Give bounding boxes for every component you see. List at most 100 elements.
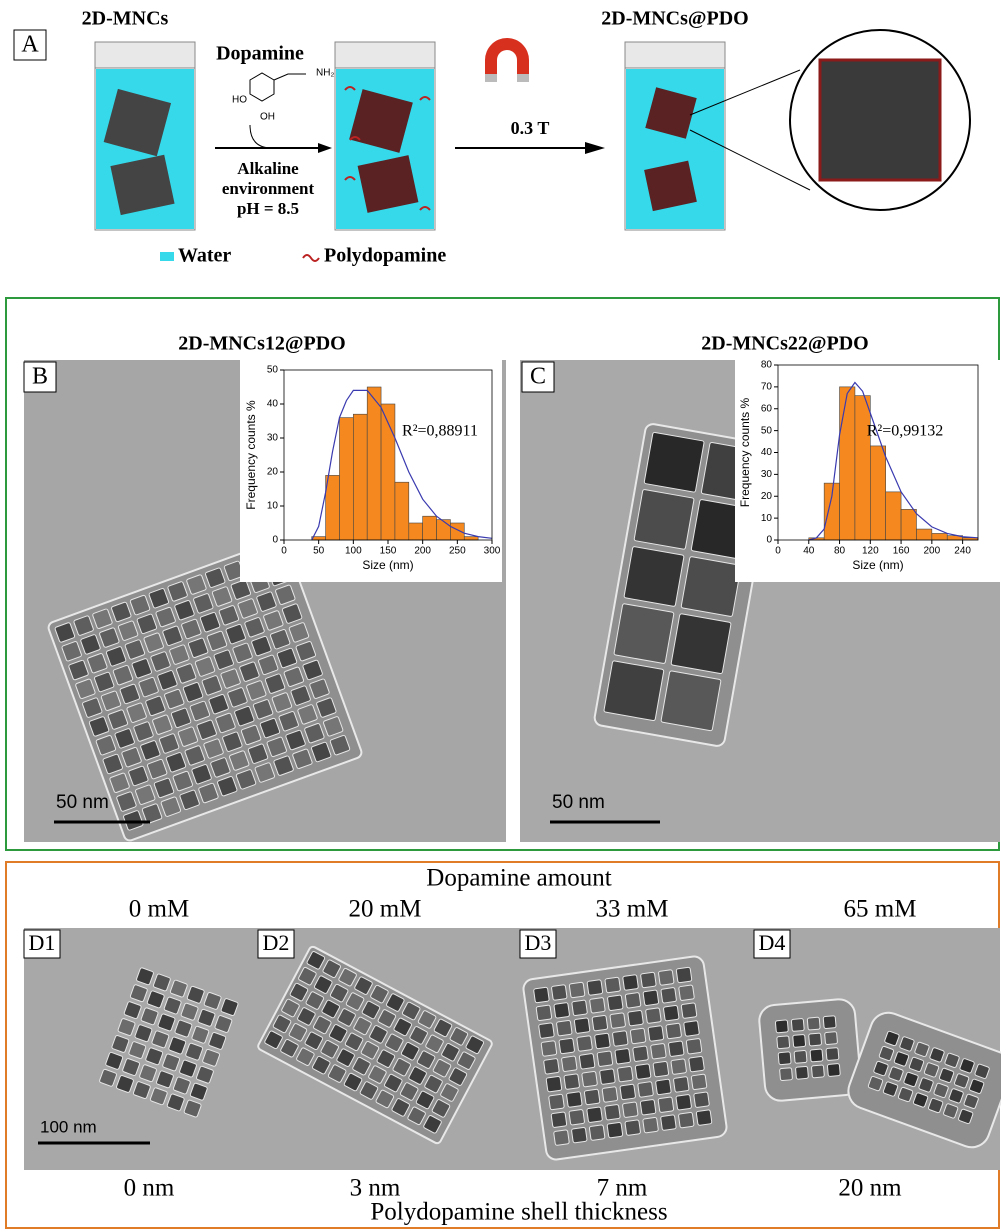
bar — [395, 482, 409, 540]
particle — [623, 975, 639, 991]
thickness: 0 nm — [124, 1175, 175, 1202]
bar — [855, 396, 870, 540]
particle — [569, 982, 585, 998]
particle — [643, 990, 659, 1006]
particle — [634, 489, 694, 549]
field: 0.3 T — [511, 118, 550, 138]
particle — [653, 1061, 669, 1077]
particle — [676, 1094, 692, 1110]
particle — [587, 1107, 603, 1123]
y-tick-label: 50 — [267, 365, 279, 376]
y-axis-label: Frequency counts % — [738, 397, 752, 507]
figure: A 2D-MNCs Dopamine NH₂ HO OH Alkaline en… — [0, 0, 1001, 1229]
x-tick-label: 100 — [345, 546, 362, 557]
panel-label: D2 — [263, 930, 290, 955]
thickness: 7 nm — [597, 1175, 648, 1202]
particle — [615, 1048, 631, 1064]
legend-swatch — [160, 252, 174, 261]
particle — [778, 1052, 791, 1065]
bar — [901, 509, 916, 540]
particle — [630, 1028, 646, 1044]
particle — [671, 614, 731, 674]
scale-label: 100 nm — [40, 1117, 97, 1136]
particle — [661, 671, 721, 731]
condition: environment — [222, 179, 315, 198]
particle — [559, 1038, 575, 1054]
panel-label: D3 — [525, 930, 552, 955]
particle — [544, 1058, 560, 1074]
x-tick-label: 120 — [862, 546, 879, 557]
particle — [694, 1092, 710, 1108]
particle — [617, 1066, 633, 1082]
bar — [367, 387, 381, 540]
particle — [645, 1008, 661, 1024]
particle — [827, 1063, 840, 1076]
legend-label: Water — [178, 245, 231, 267]
x-tick-label: 200 — [414, 546, 431, 557]
particle — [795, 1066, 808, 1079]
particle — [587, 980, 603, 996]
bar — [423, 516, 437, 540]
particle — [564, 1074, 580, 1090]
particle — [600, 1069, 616, 1085]
particle — [579, 1053, 595, 1069]
x-tick-label: 250 — [449, 546, 466, 557]
particle-array — [758, 998, 862, 1102]
heading: Dopamine amount — [426, 865, 611, 892]
panel-label: D4 — [759, 930, 786, 955]
x-axis-label: Size (nm) — [362, 558, 413, 572]
y-tick-label: 60 — [761, 403, 773, 414]
particle — [678, 1112, 694, 1128]
legend-label: Polydopamine — [324, 245, 446, 267]
particle — [633, 1046, 649, 1062]
panel-title: 2D-MNCs12@PDO — [178, 333, 345, 355]
bar — [353, 414, 367, 540]
condition: Alkaline — [237, 159, 299, 178]
x-tick-label: 240 — [954, 546, 971, 557]
particle — [791, 1018, 804, 1031]
particle — [640, 972, 656, 988]
panel-title: 2D-MNCs22@PDO — [701, 333, 868, 355]
particle — [643, 1117, 659, 1133]
beaker — [625, 42, 725, 230]
panel-label: A — [21, 32, 39, 58]
amount: 0 mM — [129, 896, 189, 923]
shell — [758, 998, 862, 1102]
particle — [625, 1120, 641, 1136]
particle — [681, 1003, 697, 1019]
y-tick-label: 0 — [272, 535, 278, 546]
y-tick-label: 40 — [267, 399, 279, 410]
particle — [624, 546, 684, 606]
particle — [605, 1104, 621, 1120]
particle — [663, 1005, 679, 1021]
particle — [676, 967, 692, 983]
beaker — [95, 42, 195, 230]
x-tick-label: 200 — [924, 546, 941, 557]
particle — [556, 1020, 572, 1036]
particle — [571, 1127, 587, 1143]
bar — [381, 404, 395, 540]
y-tick-label: 50 — [761, 425, 773, 436]
bar — [870, 446, 885, 540]
scale-label: 50 nm — [56, 792, 109, 813]
particle — [584, 1089, 600, 1105]
particle — [625, 992, 641, 1008]
particle — [602, 1087, 618, 1103]
beaker — [335, 42, 435, 230]
particle — [793, 1034, 806, 1047]
particle — [780, 1068, 793, 1081]
magnet-pole — [485, 74, 497, 82]
particle — [604, 661, 664, 721]
particle — [666, 1023, 682, 1039]
particle — [539, 1023, 555, 1039]
bar — [886, 492, 901, 540]
particle — [684, 1021, 700, 1037]
hydroxyl: OH — [260, 112, 275, 123]
particle — [607, 995, 623, 1011]
particle — [577, 1036, 593, 1052]
bar — [464, 537, 478, 540]
x-tick-label: 80 — [834, 546, 846, 557]
particle — [655, 1079, 671, 1095]
particle — [561, 1056, 577, 1072]
particle — [566, 1092, 582, 1108]
